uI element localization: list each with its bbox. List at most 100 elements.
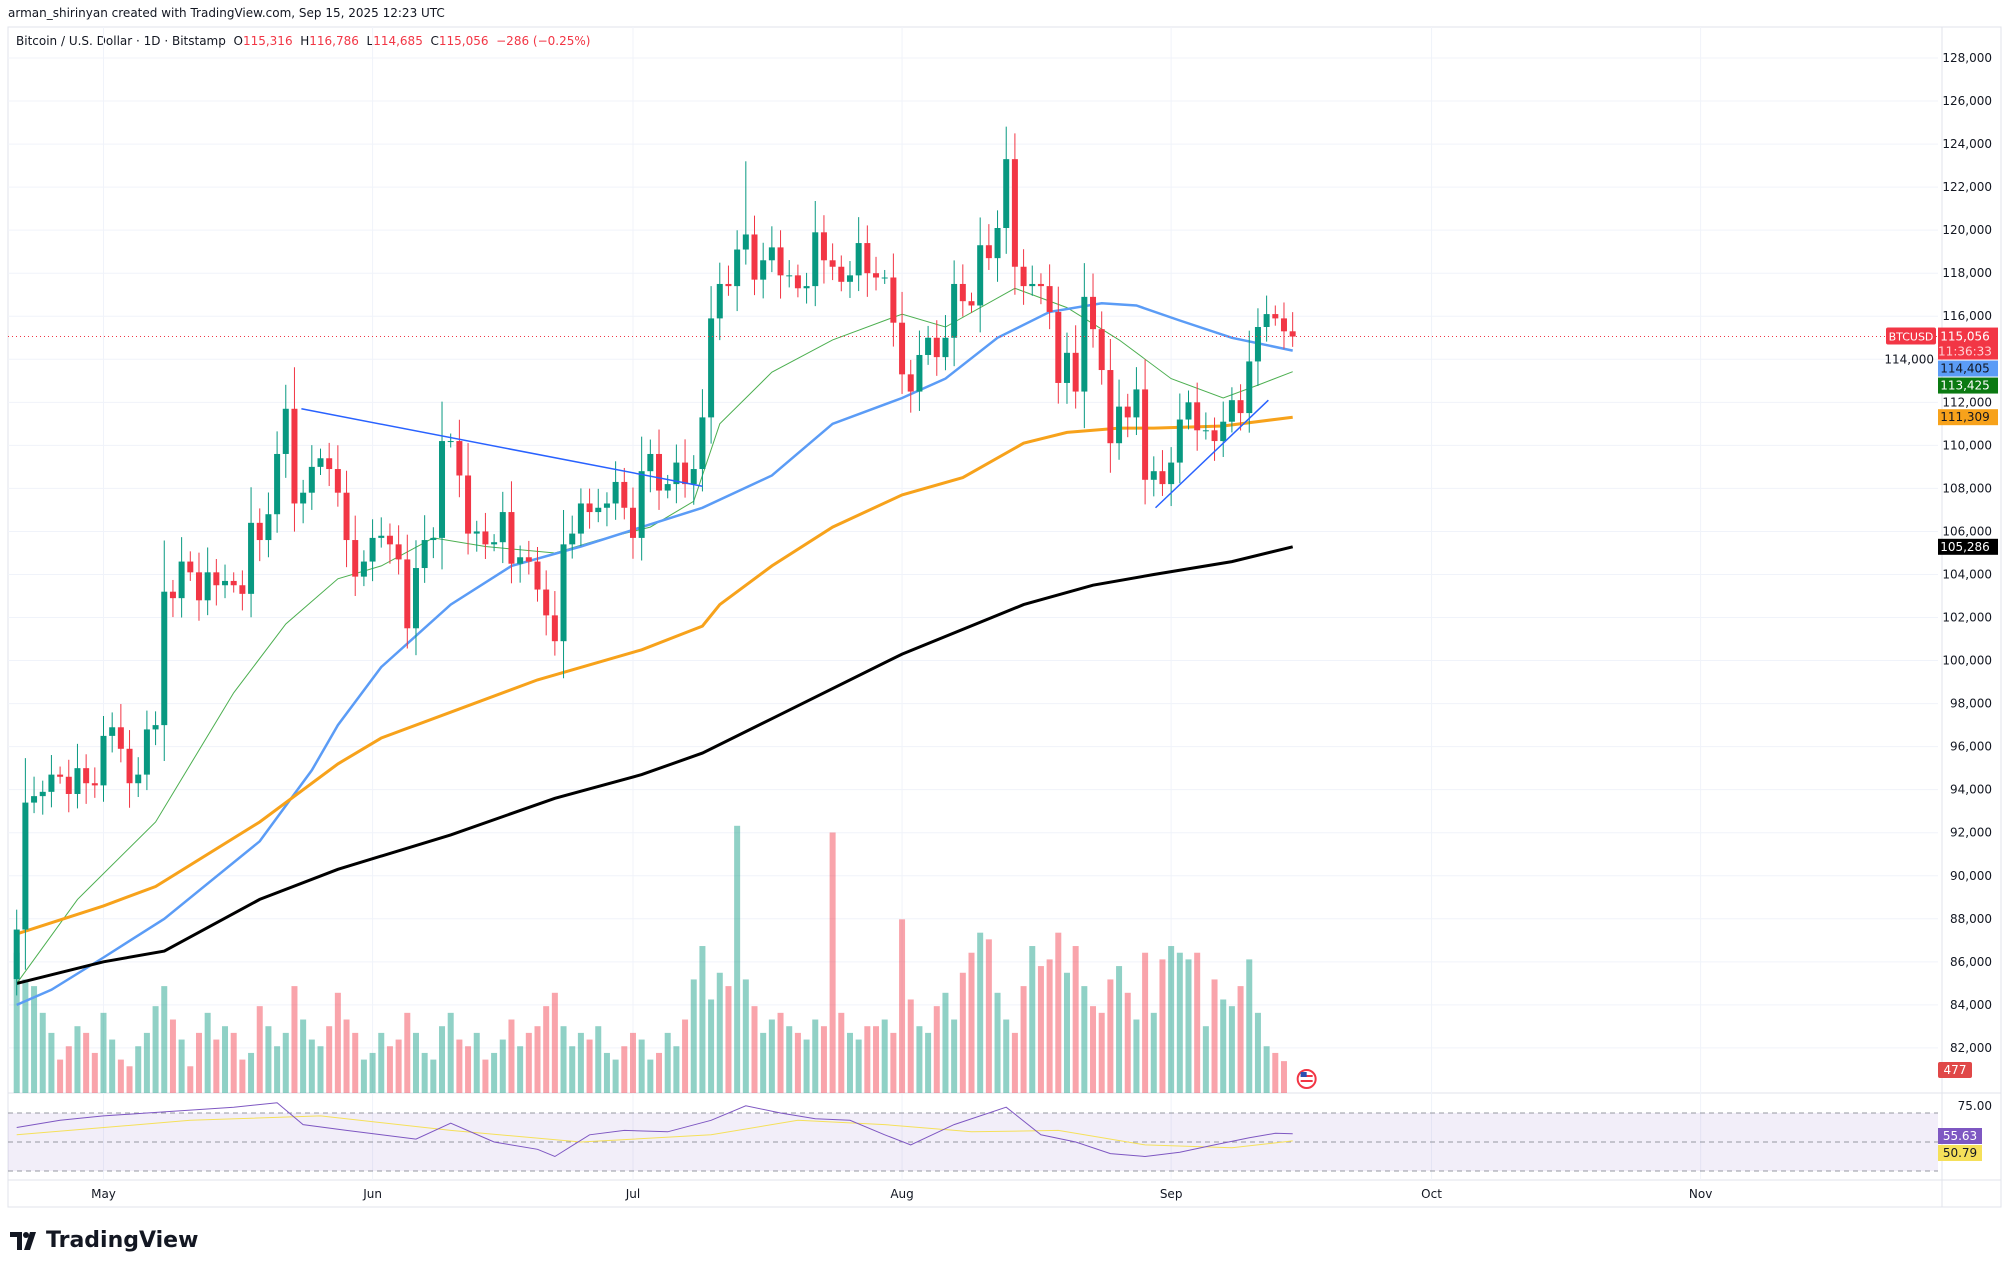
volume-bar (447, 1012, 454, 1093)
candle (690, 455, 697, 505)
volume-bar (664, 1032, 671, 1093)
volume-bar (412, 1032, 419, 1093)
candle-body (386, 535, 393, 545)
volume-bar (39, 1012, 46, 1093)
candle (195, 552, 202, 621)
candle (282, 384, 289, 478)
candle-body (31, 796, 38, 803)
ma-tag-value: 113,425 (1940, 379, 1990, 393)
candle-body (135, 774, 142, 784)
candle-body (994, 228, 1001, 259)
candle (91, 767, 98, 798)
volume-bar (1063, 972, 1070, 1093)
tradingview-logo[interactable]: TradingView (10, 1228, 198, 1253)
low-label: L (366, 34, 374, 48)
candle-body (829, 260, 836, 267)
rsi-ma-line (16, 1115, 1293, 1149)
candle (708, 286, 715, 444)
candle (525, 540, 532, 575)
volume-bar (517, 1046, 524, 1093)
volume-bar (386, 1046, 393, 1093)
candle-body (195, 572, 202, 601)
volume-bar (308, 1039, 315, 1093)
volume-bar (690, 979, 697, 1093)
candle (1289, 312, 1296, 347)
candle-body (256, 522, 263, 541)
volume-bar (1272, 1052, 1279, 1093)
candle-body (1133, 389, 1140, 418)
candle-body (1020, 266, 1027, 287)
candle (768, 226, 775, 273)
candle (135, 757, 142, 797)
candle-body (1289, 331, 1296, 337)
candle (907, 359, 914, 413)
us-flag-stripe (1300, 1080, 1313, 1082)
volume-bar (899, 919, 906, 1093)
volume-bar (725, 986, 732, 1093)
candle (1098, 311, 1105, 385)
candle-body (1029, 283, 1036, 287)
candle (65, 759, 72, 813)
candle-body (595, 507, 602, 513)
volume-bar (317, 1046, 324, 1093)
candle-body (925, 337, 932, 355)
candle (57, 766, 64, 784)
candle-body (569, 533, 576, 545)
candle-body (786, 275, 793, 277)
symbol-name[interactable]: Bitcoin / U.S. Dollar · 1D · Bitstamp (16, 34, 226, 48)
candle-body (13, 929, 20, 980)
candle-body (213, 572, 220, 586)
volume-bar (239, 1059, 246, 1093)
volume-bar (465, 1046, 472, 1093)
candle-body (820, 232, 827, 261)
ma-tag-ma100 (1938, 409, 1998, 426)
price-tick-label: 82,000 (1950, 1041, 1992, 1055)
candle-body (1272, 314, 1279, 319)
price-tick-label: 124,000 (1942, 137, 1992, 151)
candle (48, 755, 55, 808)
volume-bar (100, 1012, 107, 1093)
candle-body (725, 283, 732, 287)
volume-bar (334, 992, 341, 1093)
attribution-header: arman_shirinyan created with TradingView… (8, 6, 445, 20)
volume-bar (1254, 1012, 1261, 1093)
candle (864, 225, 871, 297)
candle-body (1003, 159, 1010, 229)
volume-bar (456, 1039, 463, 1093)
volume-bar (1072, 946, 1079, 1093)
price-tick-label: 102,000 (1942, 611, 1992, 625)
volume-bar (994, 992, 1001, 1093)
logo-text: TradingView (46, 1228, 199, 1253)
candle (560, 510, 567, 679)
candle-body (629, 507, 636, 538)
volume-bar (1263, 1046, 1270, 1093)
price-tick-label: 128,000 (1942, 51, 1992, 65)
candle-body (907, 374, 914, 392)
candle (1090, 273, 1097, 348)
candle-body (951, 283, 958, 338)
volume-tag (1938, 1062, 1972, 1078)
candle (1228, 387, 1235, 433)
close-value: 115,056 (438, 34, 489, 48)
candle-body (83, 768, 90, 784)
candle-body (890, 277, 897, 323)
candle (925, 325, 932, 365)
candle (1081, 263, 1088, 429)
time-tick-label: Sep (1160, 1187, 1183, 1201)
candle (352, 515, 359, 596)
candle (1142, 359, 1149, 505)
volume-bar (716, 972, 723, 1093)
candle-body (1098, 329, 1105, 371)
price-tick-label: 94,000 (1950, 783, 1992, 797)
volume-bar (248, 1052, 255, 1093)
volume-bar (1211, 979, 1218, 1093)
candle (1254, 308, 1261, 386)
candle-body (48, 774, 55, 792)
candle-body (404, 559, 411, 629)
volume-bar (117, 1059, 124, 1093)
candle (22, 758, 29, 970)
candle (786, 260, 793, 288)
candle-body (768, 247, 775, 261)
candle (1003, 126, 1010, 254)
